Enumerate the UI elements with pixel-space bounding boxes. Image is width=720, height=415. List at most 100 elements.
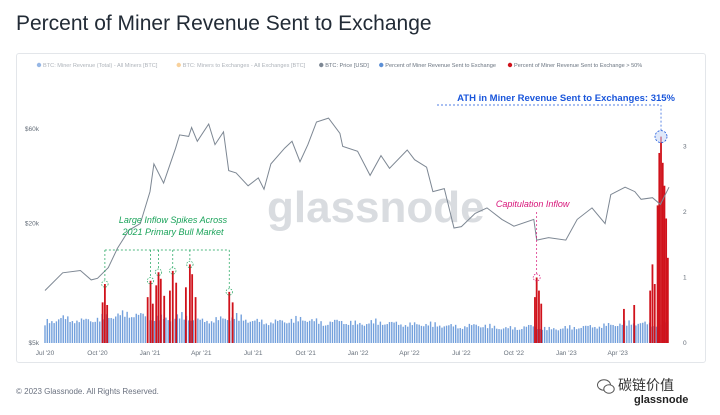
percent-bar [550,329,553,343]
percent-bar [443,326,445,343]
percent-bar [644,321,646,343]
x-tick-label: Oct '20 [87,350,108,357]
percent-bar [400,324,402,343]
percent-bar [322,325,325,343]
percent-bar [133,317,135,343]
percent-bar [375,318,377,343]
percent-bar [254,320,256,343]
percent-bar [124,316,126,343]
percent-bar [165,317,167,343]
percent-bar [290,318,293,343]
percent-bar [603,323,605,343]
wechat-icon [597,379,615,394]
percent-bar [144,316,147,343]
percent-bar [48,323,51,343]
spike-bar [663,185,666,343]
spike-bar [155,285,158,343]
spike-bar [623,308,625,343]
percent-bar [121,310,124,343]
percent-bar [213,322,215,343]
spike-bar [665,218,668,343]
spike-bar [535,277,538,343]
percent-bar [242,320,245,343]
percent-bar [261,319,263,343]
spike-bar [146,297,149,343]
percent-bar [441,327,443,343]
percent-bar [96,317,99,343]
percent-bar [197,318,199,343]
percent-bar [466,327,468,343]
spike-bar [101,302,104,343]
chart-panel: BTC: Miner Revenue (Total) - All Miners … [16,53,706,363]
spike-bar [540,303,543,343]
spike-bar [231,302,234,343]
percent-bar [473,324,475,343]
spike-bar [538,290,540,343]
annotations: ATH in Miner Revenue Sent to Exchanges: … [101,93,676,296]
percent-bar [64,319,67,343]
percent-bar [345,323,347,343]
bull-label-line2: 2021 Primary Bull Market [121,227,224,237]
percent-bar [575,329,578,343]
spike-bars [101,136,669,343]
percent-bar [543,326,546,343]
y-right-tick-label: 3 [683,143,687,150]
spike-bar [163,295,166,343]
percent-bar [258,321,261,343]
percent-bar [493,325,496,343]
percent-bar [245,319,247,343]
x-tick-label: Jan '21 [140,350,161,357]
percent-bar [53,323,55,343]
percent-bar [347,324,350,343]
percent-bar [480,327,482,343]
percent-bar [217,320,220,343]
percent-bar [119,315,121,343]
legend-label-2: BTC: Price [USD] [325,63,369,69]
percent-bar [450,324,452,343]
percent-bar [393,322,395,343]
percent-bar [610,324,612,343]
percent-bar [153,320,156,343]
percent-bar [459,328,461,343]
spike-bar [106,304,109,343]
percent-bar [616,326,619,343]
percent-bar [429,321,432,343]
x-tick-label: Jul '21 [244,350,263,357]
percent-bar [62,315,64,343]
percent-bar [178,318,181,343]
percent-bar [135,313,137,343]
x-tick-label: Oct '22 [504,350,525,357]
percent-bar [527,324,530,343]
price-line [44,117,670,291]
brand-logo: 碳链价值 glassnode [597,377,688,406]
percent-bar [523,326,525,343]
spike-bar [653,284,656,343]
percent-bar [286,323,288,343]
percent-bar [361,324,363,343]
percent-bar [386,324,388,343]
percent-bar [94,321,96,343]
percent-bar [630,324,633,343]
percent-bar [489,323,491,343]
percent-bar [432,326,434,343]
percent-bar [655,326,658,343]
percent-bar [208,323,210,343]
percent-bar [329,321,331,343]
percent-bar [199,319,201,343]
legend-label-0: BTC: Miner Revenue (Total) - All Miners … [43,63,158,69]
percent-bar [265,323,268,343]
x-tick-label: Jul '22 [452,350,471,357]
spike-bar [103,284,106,343]
percent-bar [288,322,290,343]
spike-bar [191,274,194,343]
percent-bar [267,325,270,343]
percent-bar [320,321,322,343]
percent-bar [381,324,384,343]
percent-bar [251,321,254,343]
percent-bar [434,322,436,343]
spike-bar [157,272,160,343]
percent-bar [500,329,503,343]
percent-bar [302,320,304,343]
legend-dot-0 [36,62,42,68]
percent-bar [600,327,603,343]
